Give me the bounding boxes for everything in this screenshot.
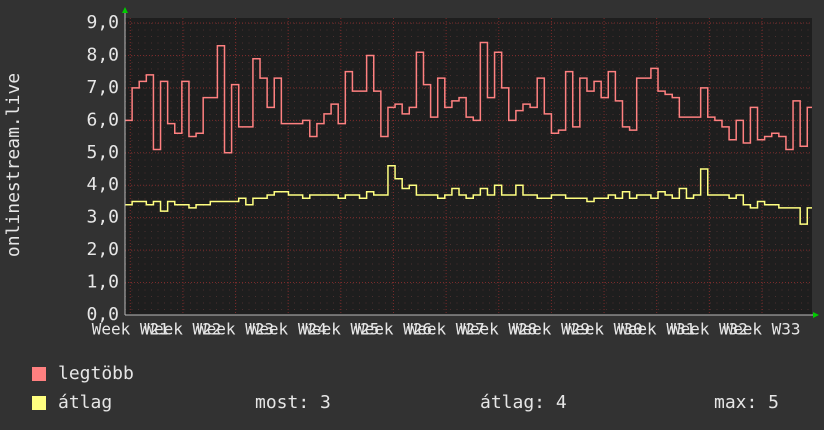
- y-tick-label: 0,0: [86, 304, 119, 325]
- x-tick-label: Week W29: [513, 320, 590, 339]
- legend: legtöbb átlag most: 3 átlag: 4 max: 5: [32, 363, 779, 413]
- x-tick-label: Week W24: [250, 320, 327, 339]
- x-tick-label: Week W33: [723, 320, 800, 339]
- y-tick-label: 5,0: [86, 142, 119, 163]
- legend-label: átlag: [58, 392, 112, 413]
- x-tick-label: Week W23: [197, 320, 274, 339]
- x-tick-label: Week W31: [618, 320, 695, 339]
- y-tick-label: 9,0: [86, 12, 119, 33]
- x-tick-label: Week W32: [671, 320, 748, 339]
- x-axis-arrow: [813, 312, 819, 318]
- y-tick-label: 4,0: [86, 174, 119, 195]
- x-tick-label: Week W30: [566, 320, 643, 339]
- x-tick-label: Week W22: [144, 320, 221, 339]
- series-line: [125, 41, 812, 154]
- x-tick-label: Week W28: [460, 320, 537, 339]
- y-tick-label: 7,0: [86, 77, 119, 98]
- y-tick-label: 8,0: [86, 44, 119, 65]
- x-tick-label: Week W25: [302, 320, 379, 339]
- legend-swatch: [32, 367, 46, 381]
- y-axis-label: onlinestream.live: [3, 73, 24, 257]
- x-tick-label: Week W21: [92, 320, 169, 339]
- y-axis-arrow: [122, 7, 128, 13]
- series-line: [125, 165, 812, 225]
- x-tick-label: Week W26: [355, 320, 432, 339]
- legend-stat: átlag: 4: [480, 392, 567, 413]
- y-tick-label: 3,0: [86, 207, 119, 228]
- y-tick-label: 1,0: [86, 272, 119, 293]
- legend-stat: max: 5: [714, 392, 779, 413]
- plot: [125, 18, 812, 316]
- y-tick-label: 6,0: [86, 109, 119, 130]
- legend-stat: most: 3: [255, 392, 331, 413]
- y-tick-label: 2,0: [86, 239, 119, 260]
- legend-label: legtöbb: [58, 363, 134, 384]
- x-tick-label: Week W27: [408, 320, 485, 339]
- legend-swatch: [32, 396, 46, 410]
- minor-grid: [125, 18, 812, 315]
